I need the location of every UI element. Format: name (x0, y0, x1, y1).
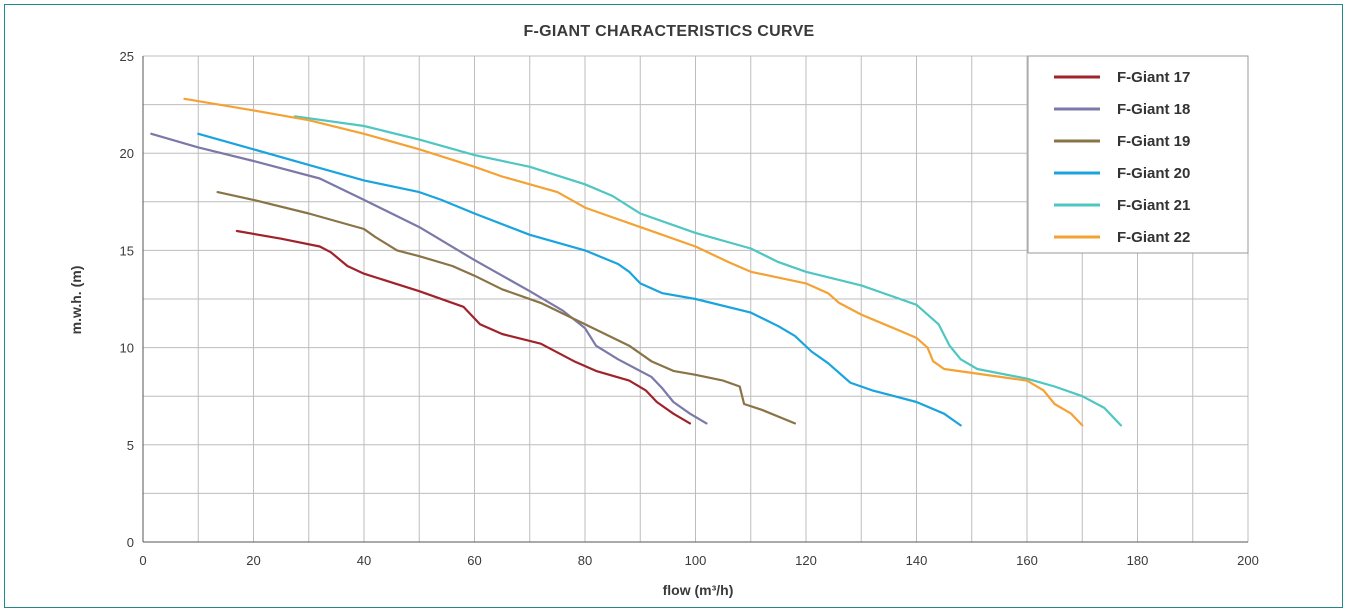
y-tick-label: 0 (127, 535, 134, 550)
y-tick-label: 20 (120, 146, 134, 161)
series-line-1 (237, 231, 690, 423)
x-axis-label: flow (m³/h) (663, 582, 734, 598)
x-tick-label: 40 (357, 553, 371, 568)
x-tick-label: 180 (1127, 553, 1149, 568)
y-tick-label: 5 (127, 438, 134, 453)
y-tick-label: 15 (120, 243, 134, 258)
series-layer (151, 99, 1121, 426)
x-tick-label: 120 (795, 553, 817, 568)
x-tick-label: 160 (1016, 553, 1038, 568)
y-tick-label: 25 (120, 49, 134, 64)
x-tick-label: 140 (906, 553, 928, 568)
x-tick-label: 200 (1237, 553, 1259, 568)
y-tick-label: 10 (120, 341, 134, 356)
legend-label: F-Giant 22 (1117, 229, 1190, 246)
legend: F-Giant 17 F-Giant 18 F-Giant 19 F-Giant 20… (1028, 56, 1248, 253)
legend-label: F-Giant 21 (1117, 197, 1190, 214)
legend-label: F-Giant 18 (1117, 101, 1190, 118)
series-line-6 (184, 99, 1082, 426)
y-axis-ticks: 0 5 10 15 20 25 (120, 49, 134, 550)
legend-label: F-Giant 19 (1117, 133, 1190, 150)
x-tick-label: 80 (578, 553, 592, 568)
chart-frame: 0 20 40 60 80 100 120 140 160 180 200 0 5 10 15 20 25 F… (4, 4, 1343, 608)
legend-label: F-Giant 20 (1117, 165, 1190, 182)
x-axis-ticks: 0 20 40 60 80 100 120 140 160 180 200 (139, 553, 1258, 568)
legend-label: F-Giant 17 (1117, 69, 1190, 86)
y-axis-label: m.w.h. (m) (68, 266, 84, 335)
x-tick-label: 0 (139, 553, 146, 568)
x-tick-label: 20 (246, 553, 260, 568)
chart-title: F-GIANT CHARACTERISTICS CURVE (523, 23, 814, 40)
x-tick-label: 60 (467, 553, 481, 568)
x-tick-label: 100 (685, 553, 707, 568)
chart-canvas: 0 20 40 60 80 100 120 140 160 180 200 0 5 10 15 20 25 F… (5, 5, 1342, 607)
